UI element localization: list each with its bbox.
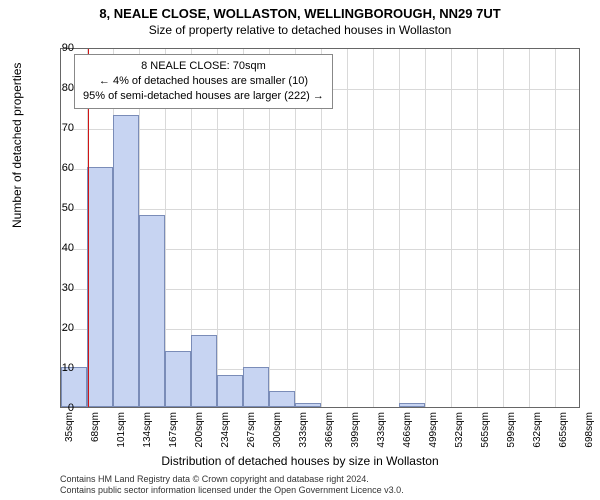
annotation-line: ← 4% of detached houses are smaller (10) (83, 74, 324, 89)
x-tick-label: 532sqm (454, 412, 465, 448)
gridline-v (477, 49, 478, 407)
histogram-bar (243, 367, 269, 407)
x-tick-label: 35sqm (64, 412, 75, 442)
x-tick-label: 333sqm (298, 412, 309, 448)
histogram-bar (87, 167, 113, 407)
y-tick-label: 60 (44, 162, 74, 174)
x-tick-label: 499sqm (428, 412, 439, 448)
x-tick-label: 234sqm (220, 412, 231, 448)
gridline-v (451, 49, 452, 407)
footer-line-1: Contains HM Land Registry data © Crown c… (60, 474, 404, 485)
x-tick-label: 698sqm (584, 412, 595, 448)
gridline-v (399, 49, 400, 407)
y-tick-label: 40 (44, 242, 74, 254)
y-tick-label: 50 (44, 202, 74, 214)
annotation-box: 8 NEALE CLOSE: 70sqm← 4% of detached hou… (74, 54, 333, 109)
y-axis-label: Number of detached properties (10, 63, 24, 228)
x-axis-label: Distribution of detached houses by size … (0, 454, 600, 468)
x-tick-label: 433sqm (376, 412, 387, 448)
x-tick-label: 599sqm (506, 412, 517, 448)
histogram-bar (269, 391, 295, 407)
histogram-bar (217, 375, 243, 407)
x-tick-label: 134sqm (142, 412, 153, 448)
histogram-bar (139, 215, 165, 407)
x-tick-label: 300sqm (272, 412, 283, 448)
y-tick-label: 30 (44, 282, 74, 294)
histogram-bar (295, 403, 321, 407)
gridline-v (373, 49, 374, 407)
annotation-line: 8 NEALE CLOSE: 70sqm (83, 59, 324, 74)
gridline-v (555, 49, 556, 407)
histogram-bar (165, 351, 191, 407)
x-tick-label: 565sqm (480, 412, 491, 448)
y-tick-label: 80 (44, 82, 74, 94)
footer-attribution: Contains HM Land Registry data © Crown c… (60, 474, 404, 497)
gridline-v (425, 49, 426, 407)
x-tick-label: 632sqm (532, 412, 543, 448)
histogram-bar (113, 115, 139, 407)
histogram-bar (191, 335, 217, 407)
gridline-v (503, 49, 504, 407)
y-tick-label: 10 (44, 362, 74, 374)
x-tick-label: 101sqm (116, 412, 127, 448)
x-tick-label: 466sqm (402, 412, 413, 448)
chart-region: 8 NEALE CLOSE: 70sqm← 4% of detached hou… (60, 48, 580, 408)
gridline-v (347, 49, 348, 407)
footer-line-2: Contains public sector information licen… (60, 485, 404, 496)
y-tick-label: 70 (44, 122, 74, 134)
gridline-v (529, 49, 530, 407)
histogram-bar (399, 403, 425, 407)
x-tick-label: 665sqm (558, 412, 569, 448)
x-tick-label: 200sqm (194, 412, 205, 448)
page-title: 8, NEALE CLOSE, WOLLASTON, WELLINGBOROUG… (0, 0, 600, 21)
x-tick-label: 68sqm (90, 412, 101, 442)
y-tick-label: 20 (44, 322, 74, 334)
page-subtitle: Size of property relative to detached ho… (0, 21, 600, 41)
x-tick-label: 167sqm (168, 412, 179, 448)
annotation-line: 95% of semi-detached houses are larger (… (83, 89, 324, 104)
x-tick-label: 399sqm (350, 412, 361, 448)
y-tick-label: 90 (44, 42, 74, 54)
x-tick-label: 366sqm (324, 412, 335, 448)
x-tick-label: 267sqm (246, 412, 257, 448)
